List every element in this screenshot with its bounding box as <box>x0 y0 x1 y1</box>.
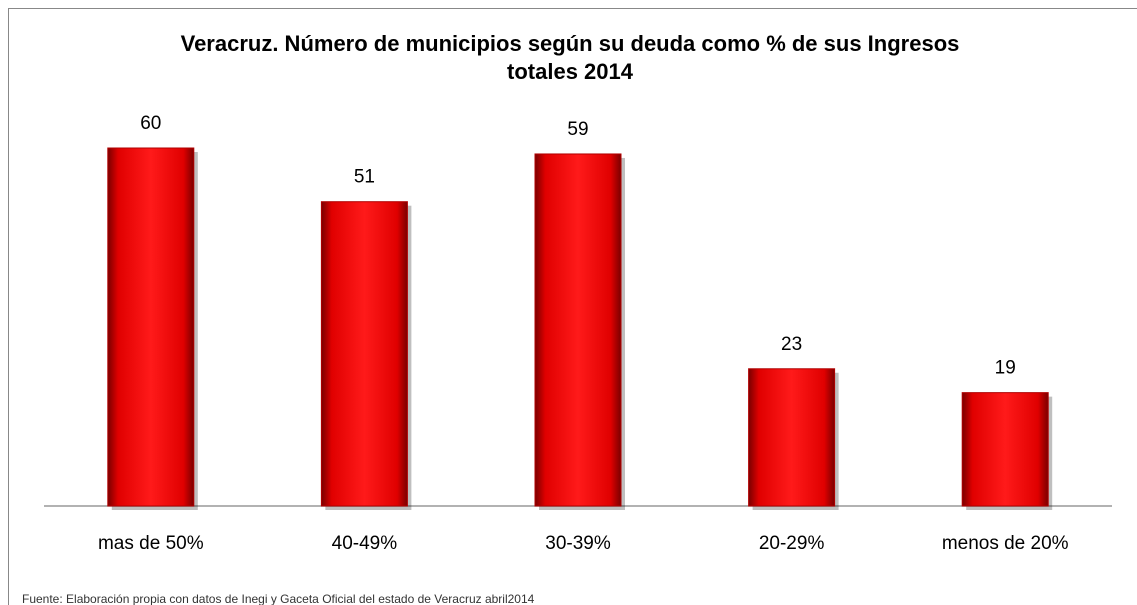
bar <box>320 201 408 507</box>
bar <box>534 153 622 507</box>
data-label: 23 <box>781 334 802 355</box>
bar <box>748 368 836 507</box>
data-label: 51 <box>354 167 375 188</box>
x-tick-label: 30-39% <box>545 533 611 554</box>
data-label: 59 <box>567 119 588 140</box>
data-label: 60 <box>140 113 161 134</box>
chart-frame <box>8 8 1137 605</box>
chart-title: Veracruz. Número de municipios según su … <box>180 31 960 84</box>
x-tick-label: 40-49% <box>332 533 398 554</box>
data-label: 19 <box>995 358 1016 379</box>
bar <box>961 392 1049 507</box>
x-tick-label: 20-29% <box>759 533 825 554</box>
x-tick-label: mas de 50% <box>98 533 204 554</box>
bar <box>107 147 195 507</box>
source-note: Fuente: Elaboración propia con datos de … <box>22 592 535 605</box>
x-tick-label: menos de 20% <box>942 533 1069 554</box>
